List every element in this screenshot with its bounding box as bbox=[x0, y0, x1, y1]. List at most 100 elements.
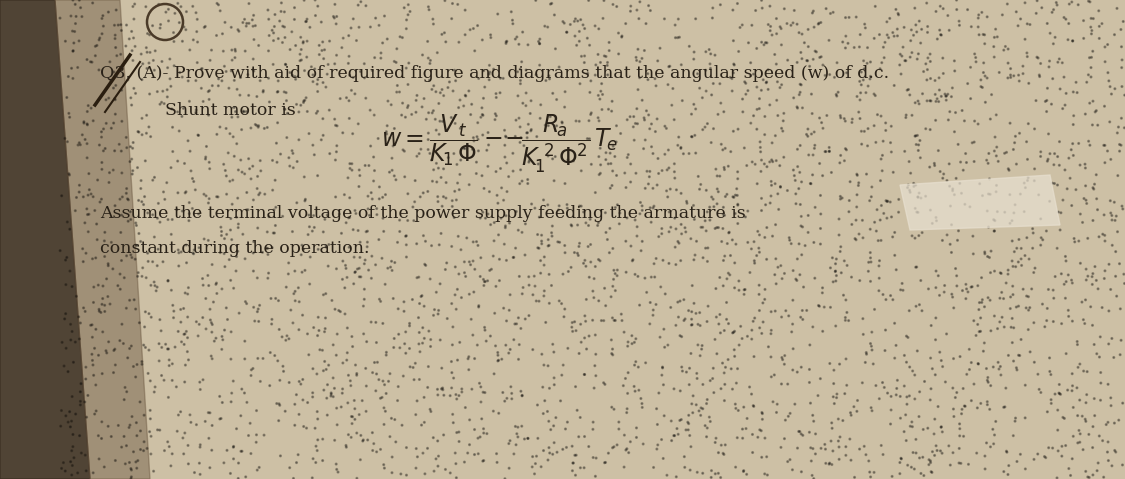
Point bbox=[169, 427, 187, 435]
Point bbox=[811, 375, 829, 383]
Point bbox=[598, 236, 616, 243]
Point bbox=[1024, 225, 1042, 232]
Point bbox=[667, 261, 685, 268]
Point bbox=[327, 142, 345, 149]
Point bbox=[750, 281, 768, 289]
Point bbox=[237, 20, 255, 27]
Point bbox=[160, 394, 178, 401]
Point bbox=[452, 156, 470, 164]
Point bbox=[656, 15, 674, 23]
Point bbox=[598, 58, 616, 66]
Point bbox=[433, 31, 451, 38]
Point bbox=[945, 355, 963, 363]
Point bbox=[862, 258, 880, 266]
Point bbox=[836, 257, 854, 265]
Point bbox=[921, 396, 939, 404]
Point bbox=[386, 259, 404, 266]
Point bbox=[885, 228, 903, 236]
Point bbox=[493, 184, 511, 192]
Point bbox=[738, 332, 756, 340]
Point bbox=[660, 208, 678, 216]
Point bbox=[92, 128, 110, 136]
Point bbox=[848, 408, 866, 415]
Point bbox=[758, 224, 776, 231]
Point bbox=[784, 297, 802, 304]
Point bbox=[981, 191, 999, 198]
Point bbox=[200, 434, 218, 442]
Point bbox=[662, 304, 680, 311]
Point bbox=[758, 163, 776, 171]
Point bbox=[90, 308, 108, 315]
Point bbox=[978, 74, 996, 82]
Point bbox=[667, 186, 685, 194]
Point bbox=[109, 422, 127, 429]
Point bbox=[245, 36, 263, 44]
Point bbox=[314, 367, 332, 375]
Point bbox=[811, 160, 829, 167]
Point bbox=[479, 210, 497, 218]
Point bbox=[361, 23, 379, 31]
Point bbox=[450, 270, 468, 278]
Point bbox=[811, 114, 829, 122]
Point bbox=[648, 115, 666, 123]
Point bbox=[1033, 4, 1051, 11]
Point bbox=[597, 228, 615, 236]
Point bbox=[846, 235, 864, 242]
Point bbox=[770, 263, 788, 271]
Point bbox=[504, 16, 522, 24]
Point bbox=[361, 106, 379, 114]
Point bbox=[800, 151, 818, 159]
Point bbox=[68, 194, 86, 201]
Point bbox=[801, 341, 819, 349]
Point bbox=[97, 96, 115, 103]
Point bbox=[1106, 31, 1124, 38]
Point bbox=[696, 244, 714, 252]
Point bbox=[172, 248, 190, 256]
Point bbox=[201, 409, 219, 417]
Point bbox=[125, 15, 143, 23]
Point bbox=[352, 0, 370, 6]
Point bbox=[628, 232, 646, 240]
Point bbox=[1019, 120, 1037, 127]
Point bbox=[825, 380, 843, 388]
Point bbox=[659, 63, 677, 70]
Point bbox=[133, 360, 151, 368]
Point bbox=[1070, 427, 1088, 434]
Point bbox=[822, 437, 840, 445]
Point bbox=[201, 464, 219, 471]
Point bbox=[267, 176, 285, 184]
Point bbox=[511, 138, 529, 146]
Point bbox=[216, 235, 234, 242]
Point bbox=[1045, 295, 1063, 302]
Point bbox=[153, 372, 171, 379]
Point bbox=[873, 59, 891, 67]
Point bbox=[559, 156, 577, 164]
Point bbox=[837, 32, 855, 40]
Point bbox=[659, 146, 677, 154]
Point bbox=[469, 75, 487, 82]
Point bbox=[891, 470, 909, 478]
Point bbox=[1058, 90, 1076, 97]
Point bbox=[461, 261, 479, 269]
Point bbox=[209, 75, 227, 83]
Point bbox=[1028, 0, 1046, 4]
Point bbox=[775, 153, 793, 161]
Point bbox=[753, 38, 771, 46]
Point bbox=[229, 166, 248, 174]
Point bbox=[433, 117, 451, 125]
Point bbox=[711, 172, 729, 180]
Point bbox=[896, 428, 914, 435]
Point bbox=[57, 253, 75, 261]
Point bbox=[1058, 350, 1076, 357]
Point bbox=[476, 278, 494, 285]
Point bbox=[965, 117, 983, 125]
Point bbox=[788, 277, 806, 285]
Point bbox=[328, 421, 346, 429]
Point bbox=[768, 78, 786, 86]
Point bbox=[286, 73, 304, 80]
Point bbox=[816, 303, 834, 311]
Point bbox=[1086, 395, 1104, 402]
Point bbox=[202, 446, 220, 454]
Point bbox=[1040, 155, 1058, 163]
Point bbox=[792, 313, 810, 321]
